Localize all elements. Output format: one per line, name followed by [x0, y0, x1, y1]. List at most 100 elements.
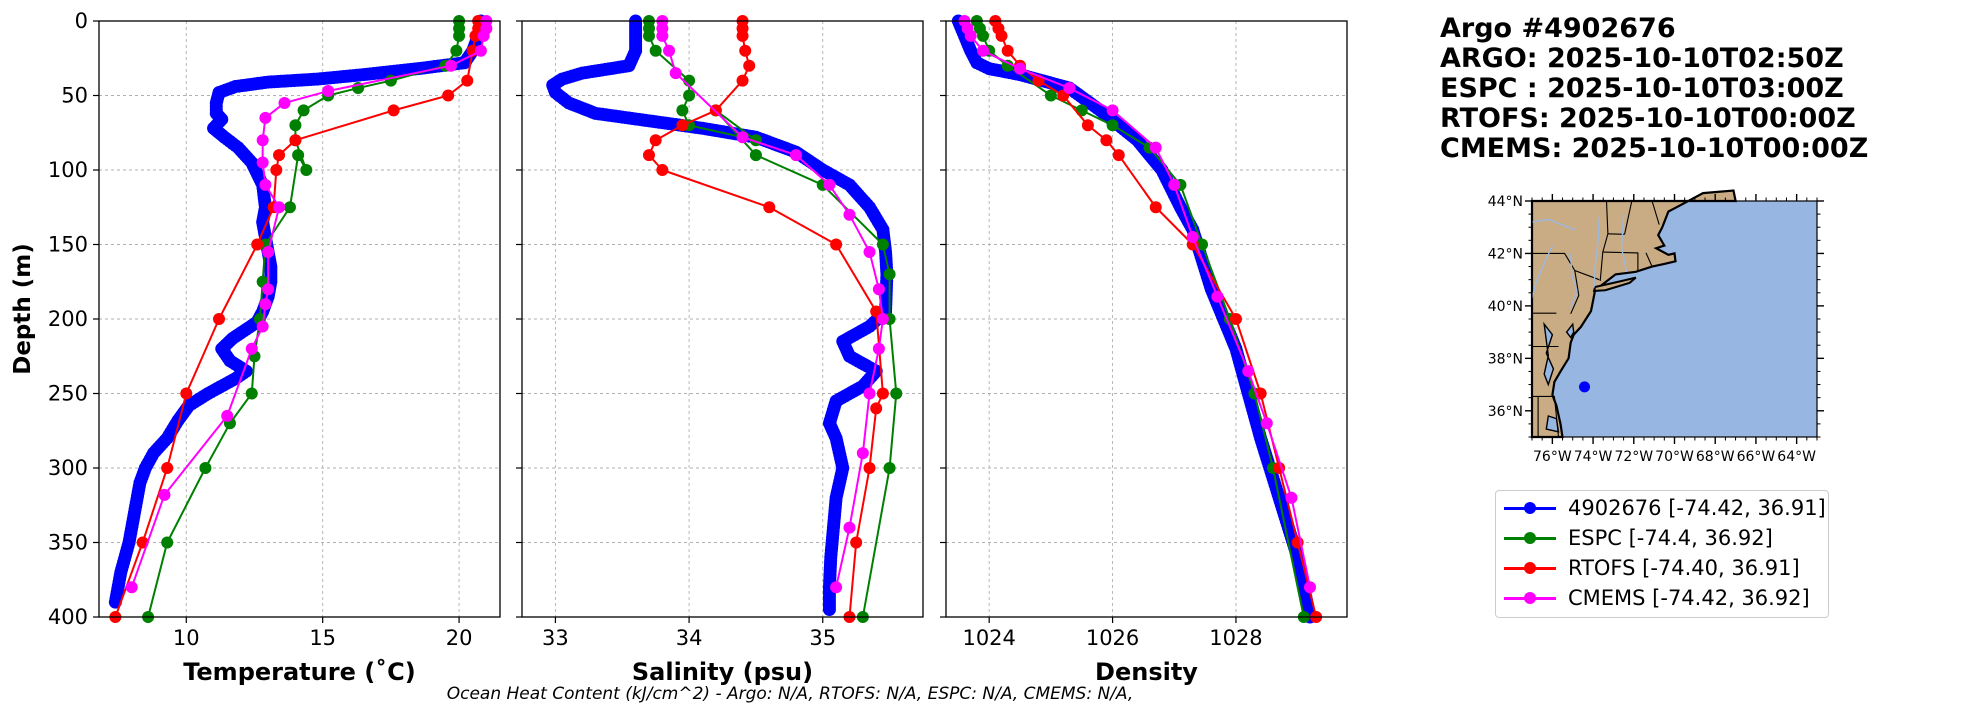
- data-point: [1014, 62, 1027, 75]
- data-point: [656, 164, 669, 176]
- data-point: [856, 447, 869, 460]
- legend-entry-espc: ESPC [-74.4, 36.92]: [1504, 523, 1773, 553]
- map-river: [1531, 245, 1554, 299]
- x-tick-label: 1026: [1086, 626, 1139, 650]
- data-point: [1100, 134, 1113, 147]
- data-point: [830, 238, 843, 251]
- legend-swatch-cmems: [1504, 588, 1556, 608]
- data-point: [683, 89, 696, 102]
- panel-salinity: 33 34 35 Salinity (psu): [516, 14, 924, 686]
- data-point: [736, 131, 749, 144]
- data-point: [872, 283, 885, 296]
- data-point: [245, 342, 258, 355]
- series-cmems: [125, 15, 493, 594]
- data-point: [1106, 119, 1119, 132]
- data-point: [823, 178, 836, 191]
- map-river: [1531, 218, 1576, 231]
- data-point: [1001, 44, 1014, 57]
- data-point: [259, 178, 272, 191]
- map-lon-label: 66°W: [1737, 449, 1776, 465]
- x-axis-label: Salinity (psu): [632, 658, 813, 686]
- data-point: [322, 85, 335, 98]
- title-line-argo-id: Argo #4902676: [1440, 13, 1676, 44]
- data-point: [656, 29, 669, 42]
- legend-entry-cmems: CMEMS [-74.42, 36.92]: [1504, 583, 1810, 613]
- map-lat-label: 40°N: [1488, 299, 1523, 315]
- data-point: [883, 268, 896, 281]
- data-point: [822, 603, 836, 617]
- data-point: [749, 149, 762, 162]
- legend-swatch-rtofs: [1504, 558, 1556, 578]
- map-state-border: [1532, 395, 1560, 438]
- x-tick-label: 35: [809, 626, 836, 650]
- data-point: [161, 536, 174, 549]
- map-river: [1570, 253, 1578, 309]
- map-state-border: [1624, 200, 1633, 235]
- y-tick-label: 400: [48, 605, 88, 629]
- data-point: [1196, 238, 1209, 251]
- data-point: [1149, 141, 1162, 154]
- data-point: [736, 74, 749, 87]
- data-point: [977, 29, 990, 42]
- map-lon-label: 72°W: [1614, 449, 1653, 465]
- map-chesapeake-bay: [1543, 321, 1555, 387]
- map-lon-label: 74°W: [1574, 449, 1613, 465]
- map-state-border: [1570, 270, 1580, 315]
- data-point: [843, 521, 856, 534]
- series-4902676: [108, 14, 488, 609]
- data-point: [125, 581, 138, 594]
- data-point: [213, 313, 226, 325]
- x-tick-label: 1028: [1209, 626, 1262, 650]
- data-point: [1260, 417, 1273, 430]
- data-point: [387, 104, 400, 117]
- data-point: [676, 119, 689, 132]
- legend: 4902676 [-74.42, 36.91] ESPC [-74.4, 36.…: [1495, 490, 1829, 618]
- data-point: [743, 59, 756, 72]
- data-point: [850, 536, 863, 549]
- x-tick-label: 10: [173, 626, 200, 650]
- location-map: 76°W 74°W 72°W 70°W 68°W 66°W 64°W 44°N 42°N 40°N…: [1488, 189, 1824, 465]
- map-state-border: [1645, 252, 1653, 267]
- map-lat-label: 42°N: [1488, 246, 1523, 262]
- data-point: [876, 313, 889, 325]
- data-point: [256, 156, 269, 169]
- x-tick-label: 15: [309, 626, 336, 650]
- data-point: [300, 164, 313, 176]
- data-point: [270, 164, 283, 176]
- data-point: [461, 74, 474, 87]
- data-point: [1044, 89, 1057, 102]
- data-point: [453, 29, 466, 42]
- data-point: [863, 387, 876, 400]
- data-point: [474, 44, 487, 57]
- y-tick-label: 150: [48, 233, 88, 257]
- data-point: [642, 29, 655, 42]
- data-point: [180, 387, 193, 400]
- data-point: [1106, 104, 1119, 117]
- data-point: [292, 149, 305, 162]
- data-point: [161, 462, 174, 474]
- data-point: [262, 283, 275, 296]
- x-axis-label: Temperature (˚C): [183, 658, 416, 686]
- data-point: [444, 59, 457, 72]
- data-point: [273, 201, 286, 214]
- map-lon-label: 68°W: [1696, 449, 1735, 465]
- title-line-argo-time: ARGO: 2025-10-10T02:50Z: [1440, 43, 1844, 74]
- y-tick-label: 300: [48, 456, 88, 480]
- data-point: [736, 29, 749, 42]
- data-point: [1242, 365, 1255, 378]
- data-point: [289, 119, 302, 132]
- legend-label-argo: 4902676 [-74.42, 36.91]: [1568, 496, 1826, 520]
- x-axis-label: Density: [1095, 658, 1198, 686]
- data-point: [830, 581, 843, 594]
- map-lon-label: 76°W: [1533, 449, 1572, 465]
- legend-label-espc: ESPC [-74.4, 36.92]: [1568, 526, 1773, 550]
- y-tick-label: 0: [75, 9, 88, 33]
- data-point: [259, 298, 272, 311]
- data-point: [964, 29, 977, 42]
- series-line: [963, 20, 1311, 588]
- data-point: [1168, 178, 1181, 191]
- map-lon-label: 64°W: [1777, 449, 1816, 465]
- data-point: [1211, 290, 1224, 303]
- map-state-border: [1599, 200, 1609, 282]
